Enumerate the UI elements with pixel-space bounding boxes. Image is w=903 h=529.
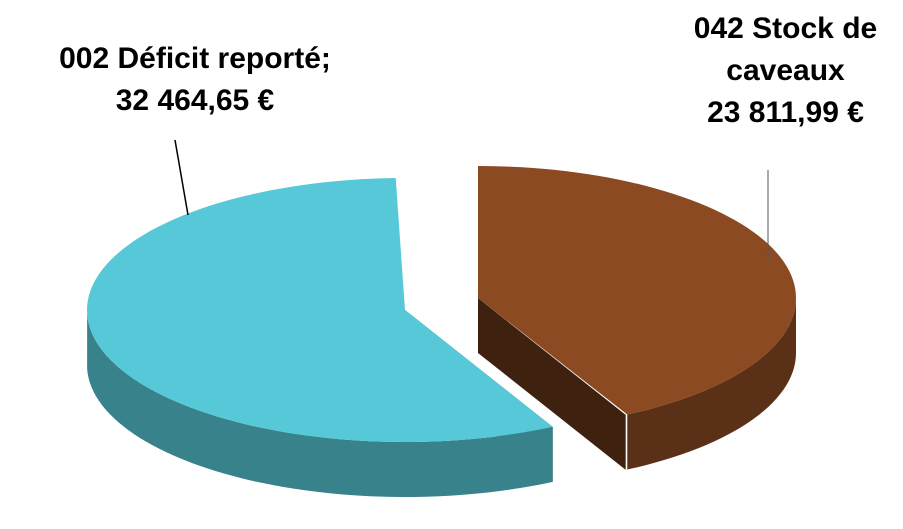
slices — [87, 166, 796, 497]
slice-side — [627, 298, 796, 470]
value-label: 23 811,99 € — [707, 96, 864, 129]
slice — [478, 166, 796, 415]
slice — [87, 178, 553, 442]
slice-side — [87, 313, 553, 497]
data-label: 042 Stock de caveaux 23 811,99 € — [668, 8, 903, 134]
slice-side — [478, 298, 626, 470]
category-label: 002 Déficit reporté; — [59, 42, 331, 75]
leader-line — [174, 139, 189, 216]
data-label: 002 Déficit reporté; 32 464,65 € — [0, 38, 390, 122]
value-label: 32 464,65 € — [115, 84, 275, 117]
category-label: 042 Stock de caveaux — [693, 12, 878, 87]
